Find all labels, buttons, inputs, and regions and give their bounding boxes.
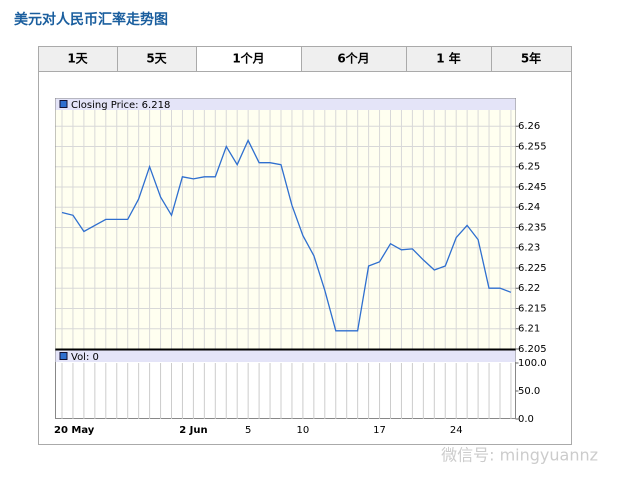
price-pane [55,110,516,349]
legend-label: Vol: 0 [71,352,99,363]
y-tick-label: 6.245 [518,182,547,193]
y-tick-label: 6.205 [518,344,547,355]
y-tick-label: 6.21 [518,324,540,335]
legend-strip [55,350,516,362]
tab-bg [38,46,118,72]
y-tick-label: 6.23 [518,243,540,254]
y-tick-label: 6.225 [518,263,547,274]
tab-bg [301,46,407,72]
y-tick-label: 6.235 [518,222,547,233]
y-tick-label: 100.0 [518,358,547,369]
tab-label: 1天 [67,52,88,66]
tab-label: 5年 [521,51,541,66]
tab-bg [406,46,492,72]
tab-label: 6个月 [337,51,369,66]
y-tick-label: 6.25 [518,162,540,173]
y-tick-label: 6.26 [518,121,540,132]
page-title: 美元对人民币汇率走势图 [14,11,168,28]
x-tick-label: 2 Jun [179,425,207,436]
y-tick-label: 0.0 [518,414,534,425]
tab[interactable]: 1 年 [406,46,492,72]
y-tick-label: 6.215 [518,303,547,314]
tab-bg [196,46,302,72]
tab-label: 5天 [146,52,167,66]
tab[interactable]: 1个月 [196,46,302,72]
x-tick-label: 20 May [54,425,95,436]
legend-strip [55,98,516,110]
y-tick-label: 50.0 [518,386,540,397]
tab[interactable]: 5年 [491,46,572,72]
x-tick-label: 5 [245,425,251,436]
legend-label: Closing Price: 6.218 [71,100,170,111]
x-tick-label: 17 [373,425,386,436]
x-tick-label: 24 [450,425,463,436]
x-tick-label: 10 [297,425,310,436]
tab-label: 1个月 [232,51,264,66]
tab[interactable]: 1天 [38,46,118,72]
watermark: 微信号: mingyuannz [441,446,598,465]
y-tick-label: 6.255 [518,141,547,152]
tab-bg [491,46,572,72]
tab-label: 1 年 [436,51,461,66]
tab[interactable]: 6个月 [301,46,407,72]
legend-swatch [59,100,68,108]
y-tick-label: 6.24 [518,202,540,213]
legend-swatch [59,352,68,360]
y-tick-label: 6.22 [518,283,540,294]
tab[interactable]: 5天 [117,46,197,72]
price-line [61,138,512,332]
